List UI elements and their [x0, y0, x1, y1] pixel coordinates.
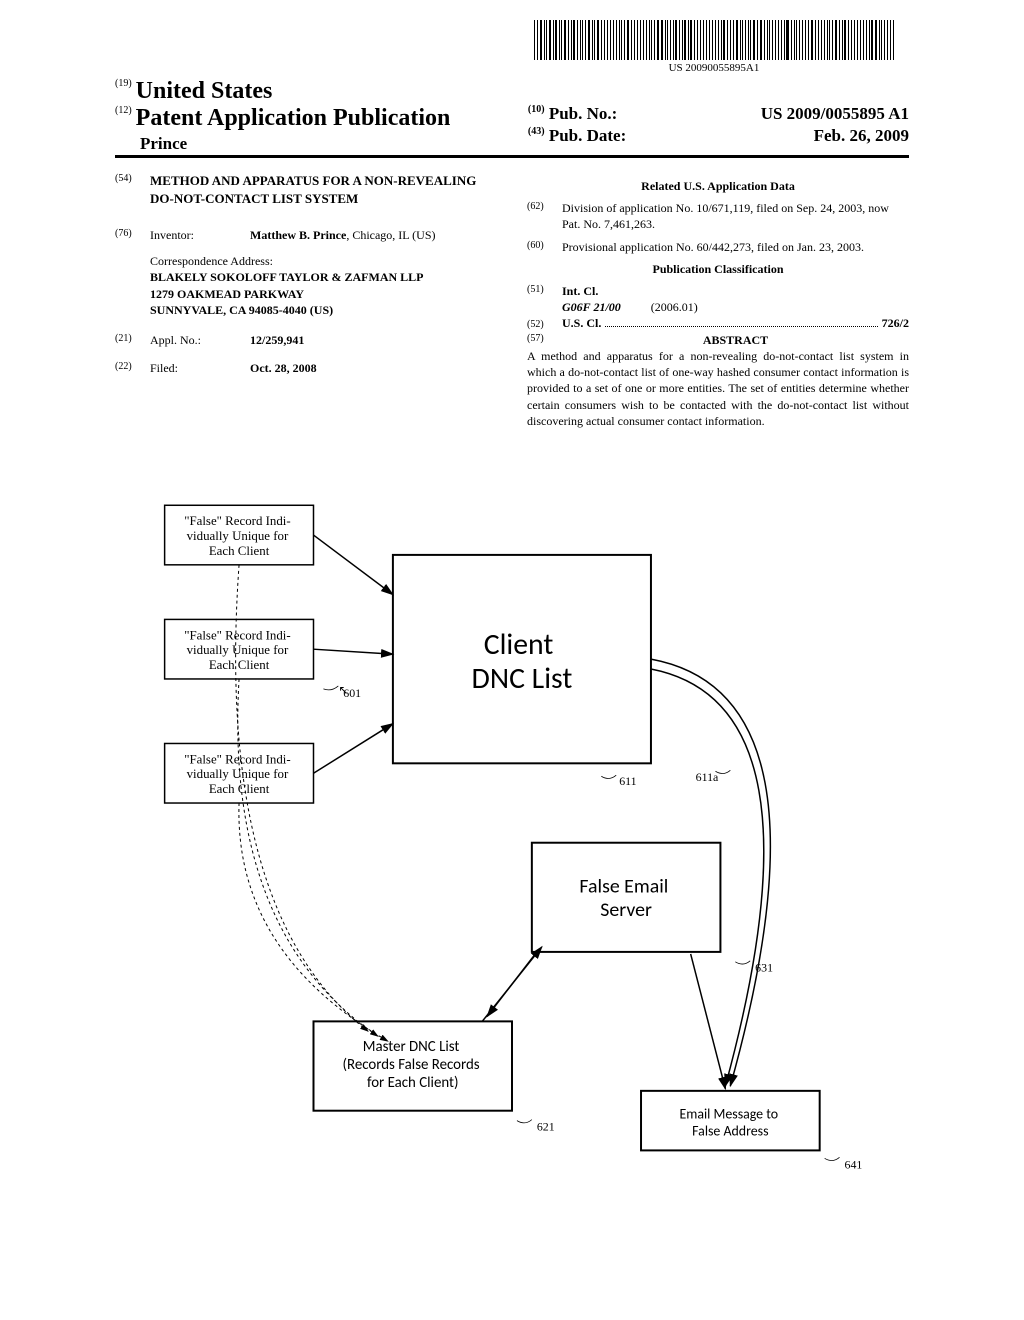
left-column: (54) METHOD AND APPARATUS FOR A NON-REVE…	[115, 172, 497, 429]
filed-label: Filed:	[150, 360, 250, 376]
ref-611a: 611a	[696, 770, 719, 784]
pubdate: Feb. 26, 2009	[814, 126, 909, 146]
bibdata: (54) METHOD AND APPARATUS FOR A NON-REVE…	[115, 172, 909, 429]
divider	[115, 155, 909, 158]
ref-621: 621	[537, 1120, 555, 1134]
invention-title: METHOD AND APPARATUS FOR A NON-REVEALING…	[150, 172, 497, 207]
intcl-code: (51)	[527, 283, 562, 315]
dots	[605, 318, 877, 327]
author: Prince	[140, 134, 496, 154]
title-code: (54)	[115, 172, 150, 221]
uscl-row: (52) U.S. Cl. 726/2	[527, 315, 909, 332]
pubdate-line: (43) Pub. Date: Feb. 26, 2009	[528, 126, 909, 146]
pubno: US 2009/0055895 A1	[761, 104, 909, 124]
inventor-name: Matthew B. Prince, Chicago, IL (US)	[250, 227, 497, 243]
title-row: (54) METHOD AND APPARATUS FOR A NON-REVE…	[115, 172, 497, 221]
intcl-date: (2006.01)	[651, 300, 698, 314]
pub-type-line: (12) Patent Application Publication	[115, 105, 496, 132]
prov-row: (60) Provisional application No. 60/442,…	[527, 239, 909, 255]
pub-type-code: (12)	[115, 105, 132, 116]
right-column: Related U.S. Application Data (62) Divis…	[527, 172, 909, 429]
classif-title: Publication Classification	[527, 261, 909, 277]
ref-641: 641	[844, 1157, 862, 1171]
pubdate-label: Pub. Date:	[549, 126, 626, 145]
corr-label: Correspondence Address:	[150, 253, 497, 269]
inventor-row: (76) Inventor: Matthew B. Prince, Chicag…	[115, 227, 497, 243]
filed-code: (22)	[115, 360, 150, 376]
ref-601: 601	[343, 686, 361, 700]
intcl-row: (51) Int. Cl. G06F 21/00 (2006.01)	[527, 283, 909, 315]
abstract-text: A method and apparatus for a non-reveali…	[527, 348, 909, 429]
country: United States	[136, 78, 273, 104]
corr-city: SUNNYVALE, CA 94085-4040 (US)	[150, 302, 497, 318]
ref-631: 631	[755, 961, 773, 975]
header-right: (10) Pub. No.: US 2009/0055895 A1 (43) P…	[528, 78, 909, 146]
pubno-line: (10) Pub. No.: US 2009/0055895 A1	[528, 104, 909, 124]
diagram: "False" Record Indi- vidually Unique for…	[115, 485, 909, 1260]
pubno-code: (10)	[528, 104, 545, 115]
barcode-text: US 20090055895A1	[534, 62, 894, 74]
pub-type: Patent Application Publication	[136, 105, 451, 131]
applno-code: (21)	[115, 332, 150, 348]
abstract-header: (57) ABSTRACT	[527, 332, 909, 348]
inventor-code: (76)	[115, 227, 150, 243]
diagram-svg: "False" Record Indi- vidually Unique for…	[115, 485, 909, 1260]
related-title: Related U.S. Application Data	[527, 178, 909, 194]
country-code: (19)	[115, 78, 132, 89]
filed: Oct. 28, 2008	[250, 360, 497, 376]
prov-text: Provisional application No. 60/442,273, …	[562, 239, 909, 255]
pubno-label: Pub. No.:	[549, 104, 617, 123]
div-row: (62) Division of application No. 10/671,…	[527, 200, 909, 232]
prov-code: (60)	[527, 239, 562, 255]
div-code: (62)	[527, 200, 562, 232]
corr-name: BLAKELY SOKOLOFF TAYLOR & ZAFMAN LLP	[150, 269, 497, 285]
pubdate-code: (43)	[528, 126, 545, 137]
barcode: US 20090055895A1	[534, 20, 894, 65]
intcl-label: Int. Cl.	[562, 284, 598, 298]
inventor-name-bold: Matthew B. Prince	[250, 228, 346, 242]
intcl-class: G06F 21/00	[562, 300, 621, 314]
barcode-lines	[534, 20, 894, 60]
abstract-code: (57)	[527, 332, 562, 348]
intcl-body: Int. Cl. G06F 21/00 (2006.01)	[562, 283, 909, 315]
corr-address: Correspondence Address: BLAKELY SOKOLOFF…	[150, 253, 497, 318]
abstract-label: ABSTRACT	[703, 333, 768, 347]
applno-row: (21) Appl. No.: 12/259,941	[115, 332, 497, 348]
applno-label: Appl. No.:	[150, 332, 250, 348]
country-line: (19) United States	[115, 78, 496, 105]
inventor-label: Inventor:	[150, 227, 250, 243]
uscl-val: 726/2	[882, 315, 909, 331]
div-text: Division of application No. 10/671,119, …	[562, 200, 909, 232]
header-left: (19) United States (12) Patent Applicati…	[115, 78, 496, 154]
corr-street: 1279 OAKMEAD PARKWAY	[150, 286, 497, 302]
uscl-label: U.S. Cl.	[562, 315, 601, 331]
applno: 12/259,941	[250, 332, 497, 348]
svg-text:Client DNC List: Client DNC List	[472, 626, 573, 696]
filed-row: (22) Filed: Oct. 28, 2008	[115, 360, 497, 376]
svg-text:Email Message to False Add: Email Message to False Address	[679, 1106, 781, 1140]
uscl-code: (52)	[527, 318, 562, 332]
ref-611: 611	[619, 774, 636, 788]
header: (19) United States (12) Patent Applicati…	[115, 78, 909, 154]
inventor-loc: , Chicago, IL (US)	[346, 228, 435, 242]
